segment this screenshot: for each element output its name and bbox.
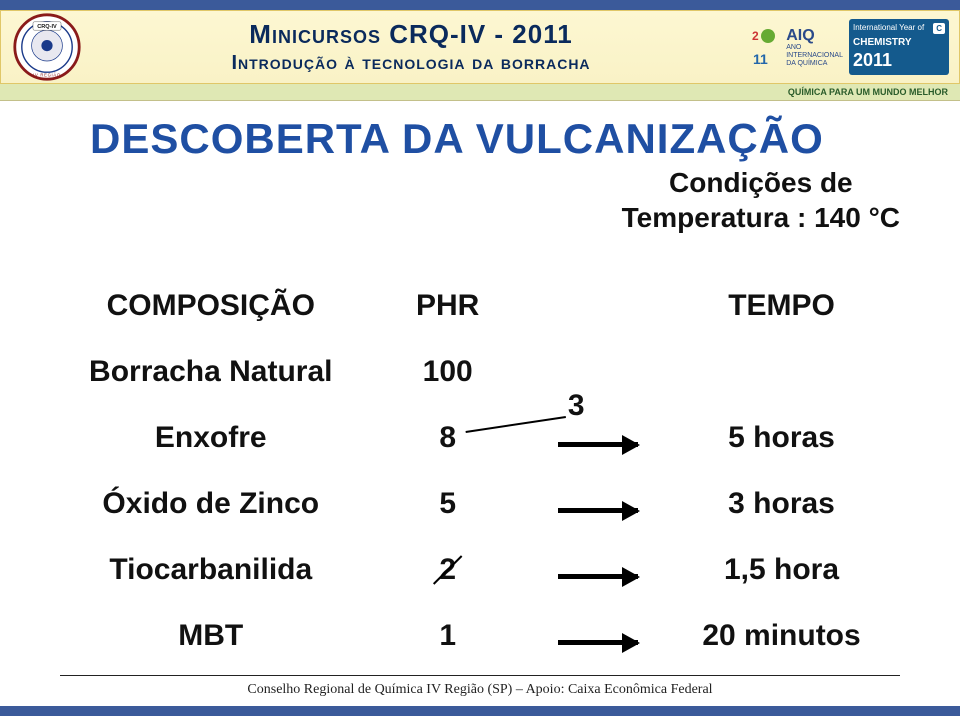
- footer-text: Conselho Regional de Química IV Região (…: [0, 682, 960, 698]
- year-2011-icon: 2 11: [750, 22, 780, 72]
- page-title: DESCOBERTA DA VULCANIZAÇÃO: [90, 115, 900, 163]
- arrow-icon: [558, 442, 638, 447]
- svg-text:IV REGIÃO: IV REGIÃO: [33, 72, 61, 77]
- col-phr: PHR: [362, 273, 534, 339]
- svg-text:2: 2: [752, 29, 759, 43]
- composition-table: COMPOSIÇÃO PHR TEMPO Borracha Natural 10…: [60, 273, 900, 669]
- arrow-icon: [558, 640, 638, 645]
- annotation-3: 3: [568, 389, 585, 423]
- table-row: MBT 1 20 minutos: [60, 603, 900, 669]
- header-right-logos: 2 11 AIQ ANO INTERNACIONAL DA QUÍMICA In…: [739, 11, 959, 83]
- bottom-stripe: [0, 706, 960, 716]
- arrow-icon: [558, 508, 638, 513]
- iyc-logo: International Year of C CHEMISTRY 2011: [849, 19, 949, 75]
- conditions-block: Condições de Temperatura : 140 °C: [622, 165, 900, 235]
- aiq-logo: AIQ ANO INTERNACIONAL DA QUÍMICA: [786, 27, 843, 68]
- table-header-row: COMPOSIÇÃO PHR TEMPO: [60, 273, 900, 339]
- footer-rule: [60, 675, 900, 676]
- header: CRQ-IV IV REGIÃO Minicursos CRQ-IV - 201…: [0, 10, 960, 84]
- table-row: Óxido de Zinco 5 3 horas: [60, 471, 900, 537]
- conditions-label: Condições de: [622, 165, 900, 200]
- col-composition: COMPOSIÇÃO: [60, 273, 362, 339]
- table-row: Borracha Natural 100: [60, 339, 900, 405]
- table-row: Enxofre 8 5 horas: [60, 405, 900, 471]
- conditions-value: Temperatura : 140 °C: [622, 200, 900, 235]
- svg-text:11: 11: [753, 51, 768, 67]
- header-title-2: Introdução à tecnologia da borracha: [83, 52, 739, 75]
- col-time: TEMPO: [663, 273, 900, 339]
- sub-band: QUÍMICA PARA UM MUNDO MELHOR: [0, 84, 960, 101]
- main-content: DESCOBERTA DA VULCANIZAÇÃO Condições de …: [0, 101, 960, 669]
- top-stripe: [0, 0, 960, 10]
- header-title-1: Minicursos CRQ-IV - 2011: [83, 19, 739, 50]
- crq-logo-text: CRQ-IV: [37, 24, 57, 30]
- arrow-icon: [558, 574, 638, 579]
- crq-logo: CRQ-IV IV REGIÃO: [11, 11, 83, 83]
- table-row: Tiocarbanilida 2 1,5 hora: [60, 537, 900, 603]
- header-titles: Minicursos CRQ-IV - 2011 Introdução à te…: [83, 19, 739, 75]
